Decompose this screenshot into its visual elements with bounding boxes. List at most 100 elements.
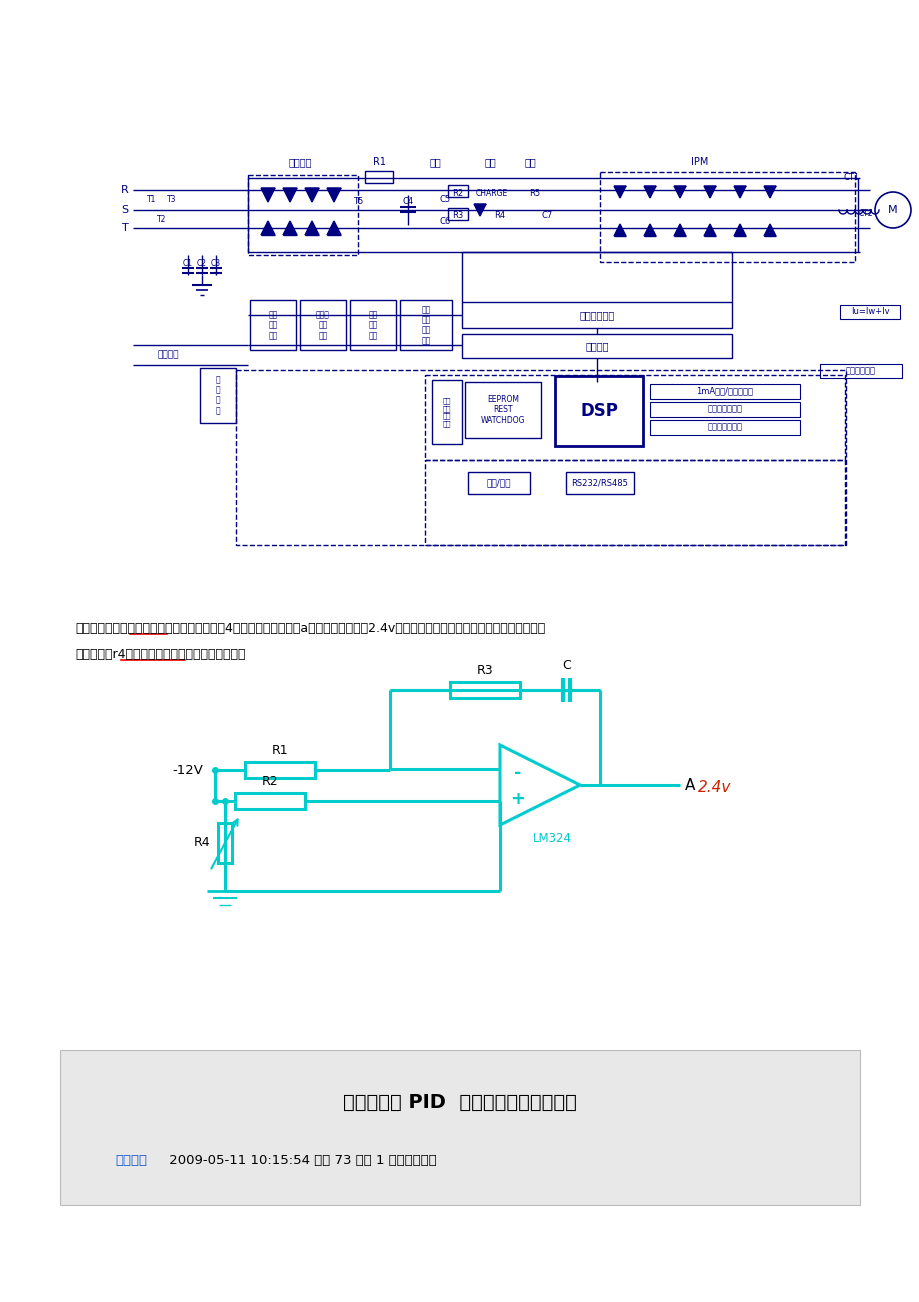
Text: 接触器
驱动
电路: 接触器 驱动 电路 <box>316 310 330 340</box>
Text: T5: T5 <box>353 198 363 207</box>
Text: RS232/RS485: RS232/RS485 <box>571 479 628 487</box>
Bar <box>250 299 296 350</box>
Polygon shape <box>326 221 341 234</box>
Bar <box>839 305 899 319</box>
Text: 制动: 制动 <box>483 158 495 167</box>
Bar <box>599 172 854 262</box>
Bar <box>819 365 901 378</box>
Text: 驱动保护电路: 驱动保护电路 <box>579 310 614 320</box>
Polygon shape <box>643 224 655 236</box>
Bar <box>425 375 844 460</box>
Text: R4: R4 <box>193 836 210 849</box>
Text: LM324: LM324 <box>532 832 571 845</box>
Text: T1: T1 <box>147 195 156 204</box>
Bar <box>244 762 314 779</box>
Text: 吸收: 吸收 <box>524 158 535 167</box>
Text: C4: C4 <box>402 198 414 207</box>
Bar <box>218 823 232 863</box>
Text: 集电极开路输出: 集电极开路输出 <box>707 405 742 414</box>
Bar <box>234 793 305 809</box>
Polygon shape <box>674 186 686 198</box>
Text: EEPROM
REST
WATCHDOG: EEPROM REST WATCHDOG <box>481 395 525 424</box>
Text: 开
关
电
源: 开 关 电 源 <box>215 375 220 415</box>
Bar <box>60 1049 859 1204</box>
Polygon shape <box>473 204 485 216</box>
Text: C1: C1 <box>183 259 193 267</box>
Text: CT1: CT1 <box>843 173 859 182</box>
Text: R4: R4 <box>494 211 505 220</box>
Circle shape <box>874 191 910 228</box>
Text: 关于变频器 PID  调节的一些总结及说明: 关于变频器 PID 调节的一些总结及说明 <box>343 1092 576 1112</box>
Bar <box>650 384 800 398</box>
Bar <box>565 473 633 493</box>
Bar <box>400 299 451 350</box>
Bar <box>199 368 236 423</box>
Text: 工业控制: 工业控制 <box>115 1154 147 1167</box>
Text: CHARGE: CHARGE <box>475 190 507 198</box>
Polygon shape <box>674 224 686 236</box>
Bar <box>432 380 461 444</box>
Text: 风扇
驱动
电路: 风扇 驱动 电路 <box>268 310 278 340</box>
Polygon shape <box>326 187 341 202</box>
Text: C6: C6 <box>439 217 450 227</box>
Polygon shape <box>305 221 319 234</box>
Text: C3: C3 <box>210 259 221 267</box>
Polygon shape <box>283 221 297 234</box>
Bar <box>248 174 357 255</box>
Text: S: S <box>121 204 129 215</box>
Polygon shape <box>613 186 625 198</box>
Text: C5: C5 <box>439 195 450 204</box>
Bar <box>448 208 468 220</box>
Text: CT2: CT2 <box>857 208 872 217</box>
Text: C: C <box>562 659 571 672</box>
Text: 串流信号处理: 串流信号处理 <box>845 366 875 375</box>
Bar <box>461 302 732 328</box>
Polygon shape <box>763 224 775 236</box>
Text: C2: C2 <box>197 259 207 267</box>
Text: R2: R2 <box>261 775 278 788</box>
Text: 过流保护用的检测电路是模拟运放电路，如图4所示，在静态下，测a点的工作电压应为2.4v，若电压不对即为该电路有问题，应查找原因: 过流保护用的检测电路是模拟运放电路，如图4所示，在静态下，测a点的工作电压应为2… <box>75 622 545 635</box>
Text: DSP: DSP <box>580 402 618 421</box>
Bar <box>425 460 844 546</box>
Text: -12V: -12V <box>172 763 203 776</box>
Text: M: M <box>887 204 897 215</box>
Polygon shape <box>733 224 745 236</box>
Polygon shape <box>261 221 275 234</box>
Text: 键盘/显示: 键盘/显示 <box>486 479 511 487</box>
Text: R2: R2 <box>452 189 463 198</box>
Text: T: T <box>121 223 129 233</box>
Bar <box>349 299 395 350</box>
Bar <box>468 473 529 493</box>
Text: 整流模块: 整流模块 <box>288 158 312 167</box>
Text: Iu=Iw+Iv: Iu=Iw+Iv <box>850 307 889 316</box>
Bar <box>365 171 392 184</box>
Bar <box>554 376 642 447</box>
Text: R1: R1 <box>373 158 386 167</box>
Text: 故障继电器输出: 故障继电器输出 <box>707 423 742 431</box>
Text: C7: C7 <box>540 211 552 220</box>
Text: 预压
检测
电路: 预压 检测 电路 <box>368 310 377 340</box>
Polygon shape <box>283 187 297 202</box>
Polygon shape <box>305 187 319 202</box>
Text: R3: R3 <box>452 211 463 220</box>
Polygon shape <box>763 186 775 198</box>
Bar <box>236 370 845 546</box>
Text: 予以排除。r4为取样电阻，若有问题也应更换之。: 予以排除。r4为取样电阻，若有问题也应更换之。 <box>75 648 245 661</box>
Text: 2009-05-11 10:15:54 阅读 73 评论 1 字号：大中小: 2009-05-11 10:15:54 阅读 73 评论 1 字号：大中小 <box>165 1154 437 1167</box>
Text: A: A <box>685 777 695 793</box>
Text: 缺相
掉电
检测
电路: 缺相 掉电 检测 电路 <box>421 305 430 345</box>
Text: R3: R3 <box>476 664 493 677</box>
Bar <box>448 185 468 197</box>
Text: R1: R1 <box>271 743 288 756</box>
Bar <box>461 335 732 358</box>
Text: -: - <box>514 764 521 783</box>
Polygon shape <box>733 186 745 198</box>
Text: T3: T3 <box>167 195 176 204</box>
Text: 外部
控制
端子
输入: 外部 控制 端子 输入 <box>442 397 450 427</box>
Text: 2.4v: 2.4v <box>698 780 731 796</box>
Text: 光耦隔离: 光耦隔离 <box>584 341 608 352</box>
Text: R: R <box>121 185 129 195</box>
Bar <box>300 299 346 350</box>
Text: T2: T2 <box>157 216 166 224</box>
Text: +: + <box>510 790 525 809</box>
